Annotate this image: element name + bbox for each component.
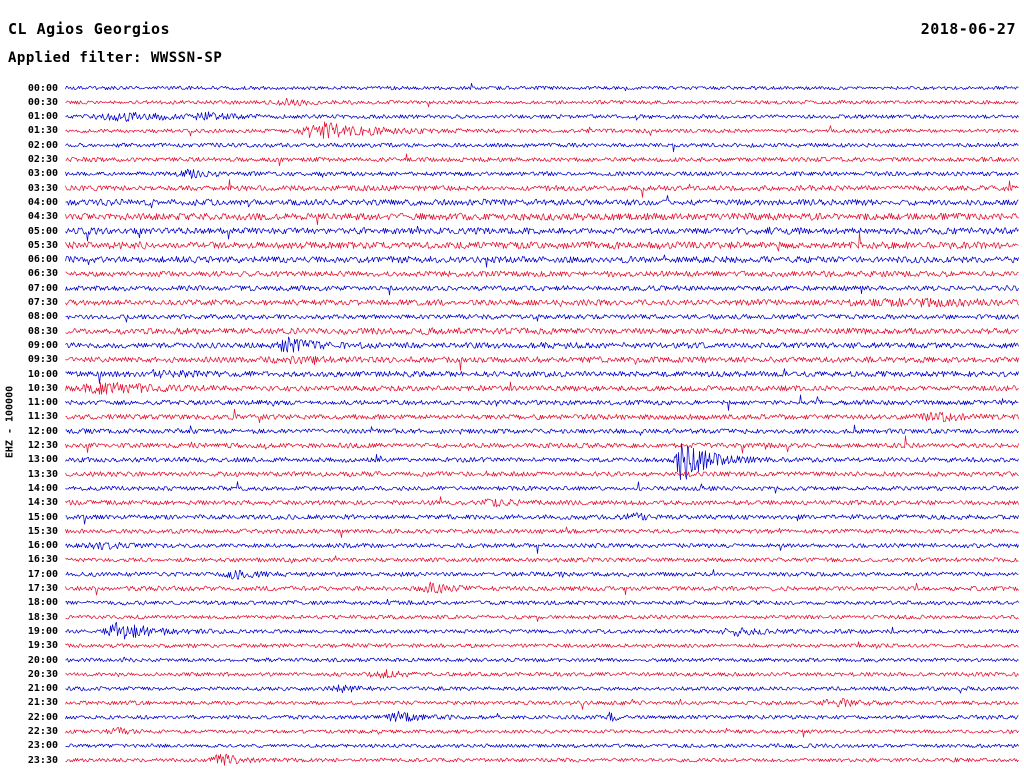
time-label: 23:00	[27, 740, 58, 752]
time-label: 08:30	[27, 325, 58, 337]
time-label: 01:00	[27, 111, 58, 123]
time-label: 20:30	[27, 668, 58, 680]
time-label: 04:00	[27, 196, 58, 208]
time-label: 08:00	[27, 311, 58, 323]
time-label: 00:30	[27, 96, 58, 108]
time-label: 07:00	[27, 282, 58, 294]
time-label: 01:30	[27, 125, 58, 137]
time-label: 22:30	[27, 726, 58, 737]
time-label: 14:30	[27, 497, 58, 509]
time-label: 06:30	[27, 268, 58, 280]
time-label: 02:30	[27, 154, 58, 165]
time-label: 03:00	[27, 168, 58, 180]
time-label: 22:00	[27, 711, 58, 723]
time-label: 00:00	[27, 82, 58, 94]
station-title: CL Agios Georgios	[8, 20, 171, 38]
time-label: 09:30	[27, 354, 58, 366]
time-label: 13:00	[27, 454, 58, 466]
time-label: 14:00	[27, 482, 58, 494]
time-label: 16:00	[27, 540, 58, 552]
time-label: 10:00	[27, 368, 58, 380]
time-axis: 00:00 00:30 01:00 01:30 02:00 02:30 03:00 03:30…	[0, 0, 60, 780]
time-label: 20:00	[27, 654, 58, 666]
time-label: 10:30	[27, 382, 58, 394]
time-label: 05:30	[27, 239, 58, 251]
time-label: 18:00	[27, 597, 58, 609]
time-label: 12:00	[27, 425, 58, 437]
time-label: 05:00	[27, 225, 58, 237]
time-label: 12:30	[27, 440, 58, 451]
time-label: 04:30	[27, 211, 58, 223]
time-label: 02:00	[27, 139, 58, 151]
time-label: 23:30	[27, 754, 58, 766]
time-label: 21:00	[27, 683, 58, 695]
time-label: 11:30	[27, 411, 58, 423]
time-label: 15:00	[27, 511, 58, 523]
time-label: 03:30	[27, 182, 58, 194]
time-label: 07:30	[27, 297, 58, 308]
time-label: 19:00	[27, 625, 58, 637]
time-label: 09:00	[27, 339, 58, 351]
time-label: 16:30	[27, 554, 58, 566]
date-label: 2018-06-27	[920, 20, 1016, 38]
time-label: 15:30	[27, 525, 58, 537]
filter-label: Applied filter: WWSSN-SP	[8, 50, 223, 66]
time-label: 19:30	[27, 640, 58, 652]
time-label: 11:00	[27, 397, 58, 409]
time-label: 17:00	[27, 568, 58, 580]
time-label: 17:30	[27, 583, 58, 594]
time-label: 13:30	[27, 468, 58, 480]
time-label: 21:30	[27, 697, 58, 709]
time-label: 18:30	[27, 611, 58, 623]
time-label: 06:00	[27, 254, 58, 266]
